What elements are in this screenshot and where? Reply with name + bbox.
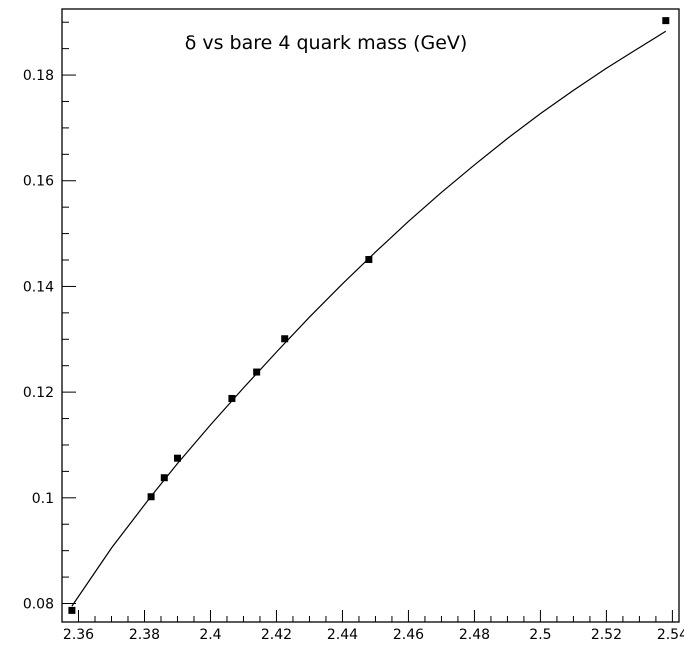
data-points [68,17,670,614]
y-tick-label: 0.12 [23,385,54,401]
y-tick-label: 0.1 [32,491,54,507]
y-axis: 0.08 0.1 0.12 0.14 0.16 0.18 [23,21,76,613]
x-tick-label: 2.36 [63,627,94,643]
data-point [173,454,181,462]
x-tick-label: 2.38 [129,627,160,643]
chart-title: δ vs bare 4 quark mass (GeV) [185,32,468,54]
plot-border [61,8,680,623]
x-tick-label: 2.48 [459,627,490,643]
y-tick-label: 0.18 [23,68,54,84]
data-point [253,368,261,376]
y-tick-label: 0.08 [23,597,54,613]
plot-frame [61,8,680,623]
x-tick-label: 2.54 [657,627,684,643]
fit-curve [71,30,667,607]
x-tick-label: 2.44 [327,627,358,643]
data-point [365,255,373,263]
data-point [160,474,168,482]
x-tick-label: 2.5 [529,627,551,643]
x-tick-label: 2.42 [261,627,292,643]
data-point [228,394,236,402]
x-tick-label: 2.52 [591,627,622,643]
x-tick-label: 2.46 [393,627,424,643]
y-tick-label: 0.16 [23,174,54,190]
data-point [68,606,76,614]
x-axis: 2.36 2.38 2.4 2.42 2.44 2.46 2.48 2.5 2.52 2.54 [61,610,684,643]
x-tick-label: 2.4 [199,627,221,643]
data-point [662,17,670,25]
data-point [281,335,289,343]
data-point [147,493,155,501]
y-tick-label: 0.14 [23,279,54,295]
